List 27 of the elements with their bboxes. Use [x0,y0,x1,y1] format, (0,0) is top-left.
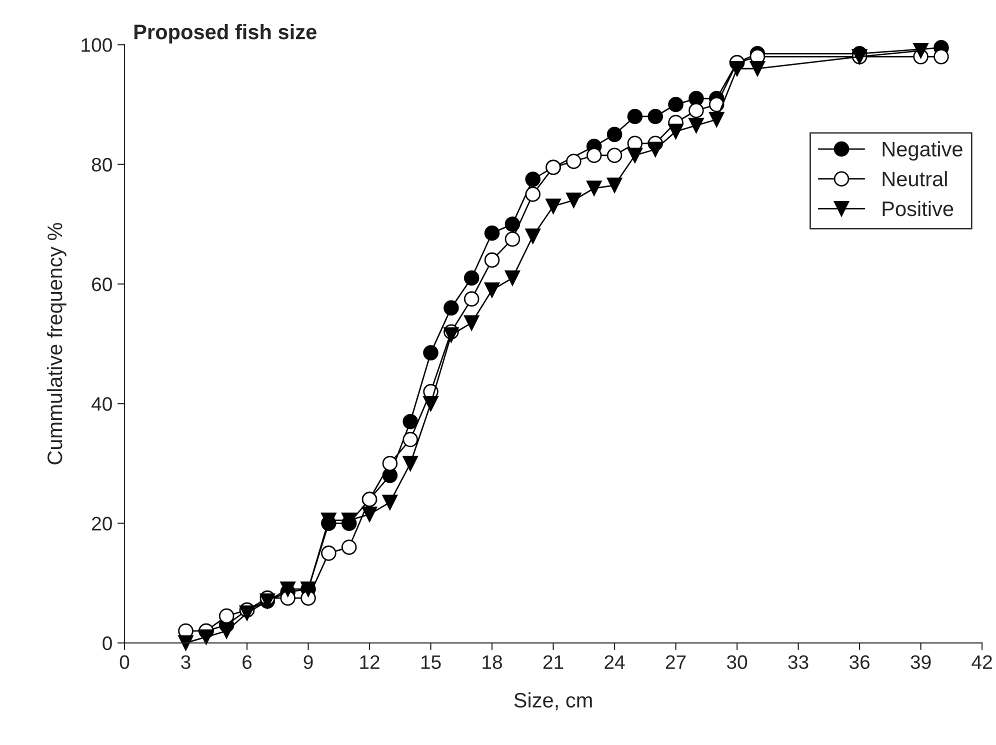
x-tick-label: 33 [788,655,808,670]
x-tick-label: 6 [242,655,252,670]
x-tick-label: 15 [421,655,441,670]
x-tick-label: 36 [849,655,870,670]
y-axis-title: Cummulative frequency % [46,222,66,464]
x-tick-label: 27 [666,655,686,669]
x-tick-label: 21 [543,655,564,669]
x-tick-label: 39 [910,655,931,670]
y-tick-label: 60 [92,277,112,292]
y-tick-label: 0 [102,636,112,650]
x-tick-label: 0 [120,655,130,670]
x-axis-title: Size, cm [514,692,592,710]
x-tick-label: 3 [181,655,190,670]
x-tick-label: 18 [482,655,502,670]
y-tick-label: 100 [82,38,112,52]
x-tick-label: 12 [360,655,380,669]
y-tick-label: 40 [92,397,112,411]
y-tick-label: 80 [92,158,112,172]
x-tick-label: 9 [304,655,313,670]
x-tick-label: 24 [604,655,625,669]
legend-label: Negative [882,141,962,161]
legend-label: Positive [882,200,954,216]
chart-title: Proposed fish size [134,24,316,44]
legend-label: Neutral [882,171,947,186]
y-tick-label: 20 [92,516,112,531]
x-tick-label: 30 [726,655,748,670]
x-tick-label: 42 [972,655,992,669]
